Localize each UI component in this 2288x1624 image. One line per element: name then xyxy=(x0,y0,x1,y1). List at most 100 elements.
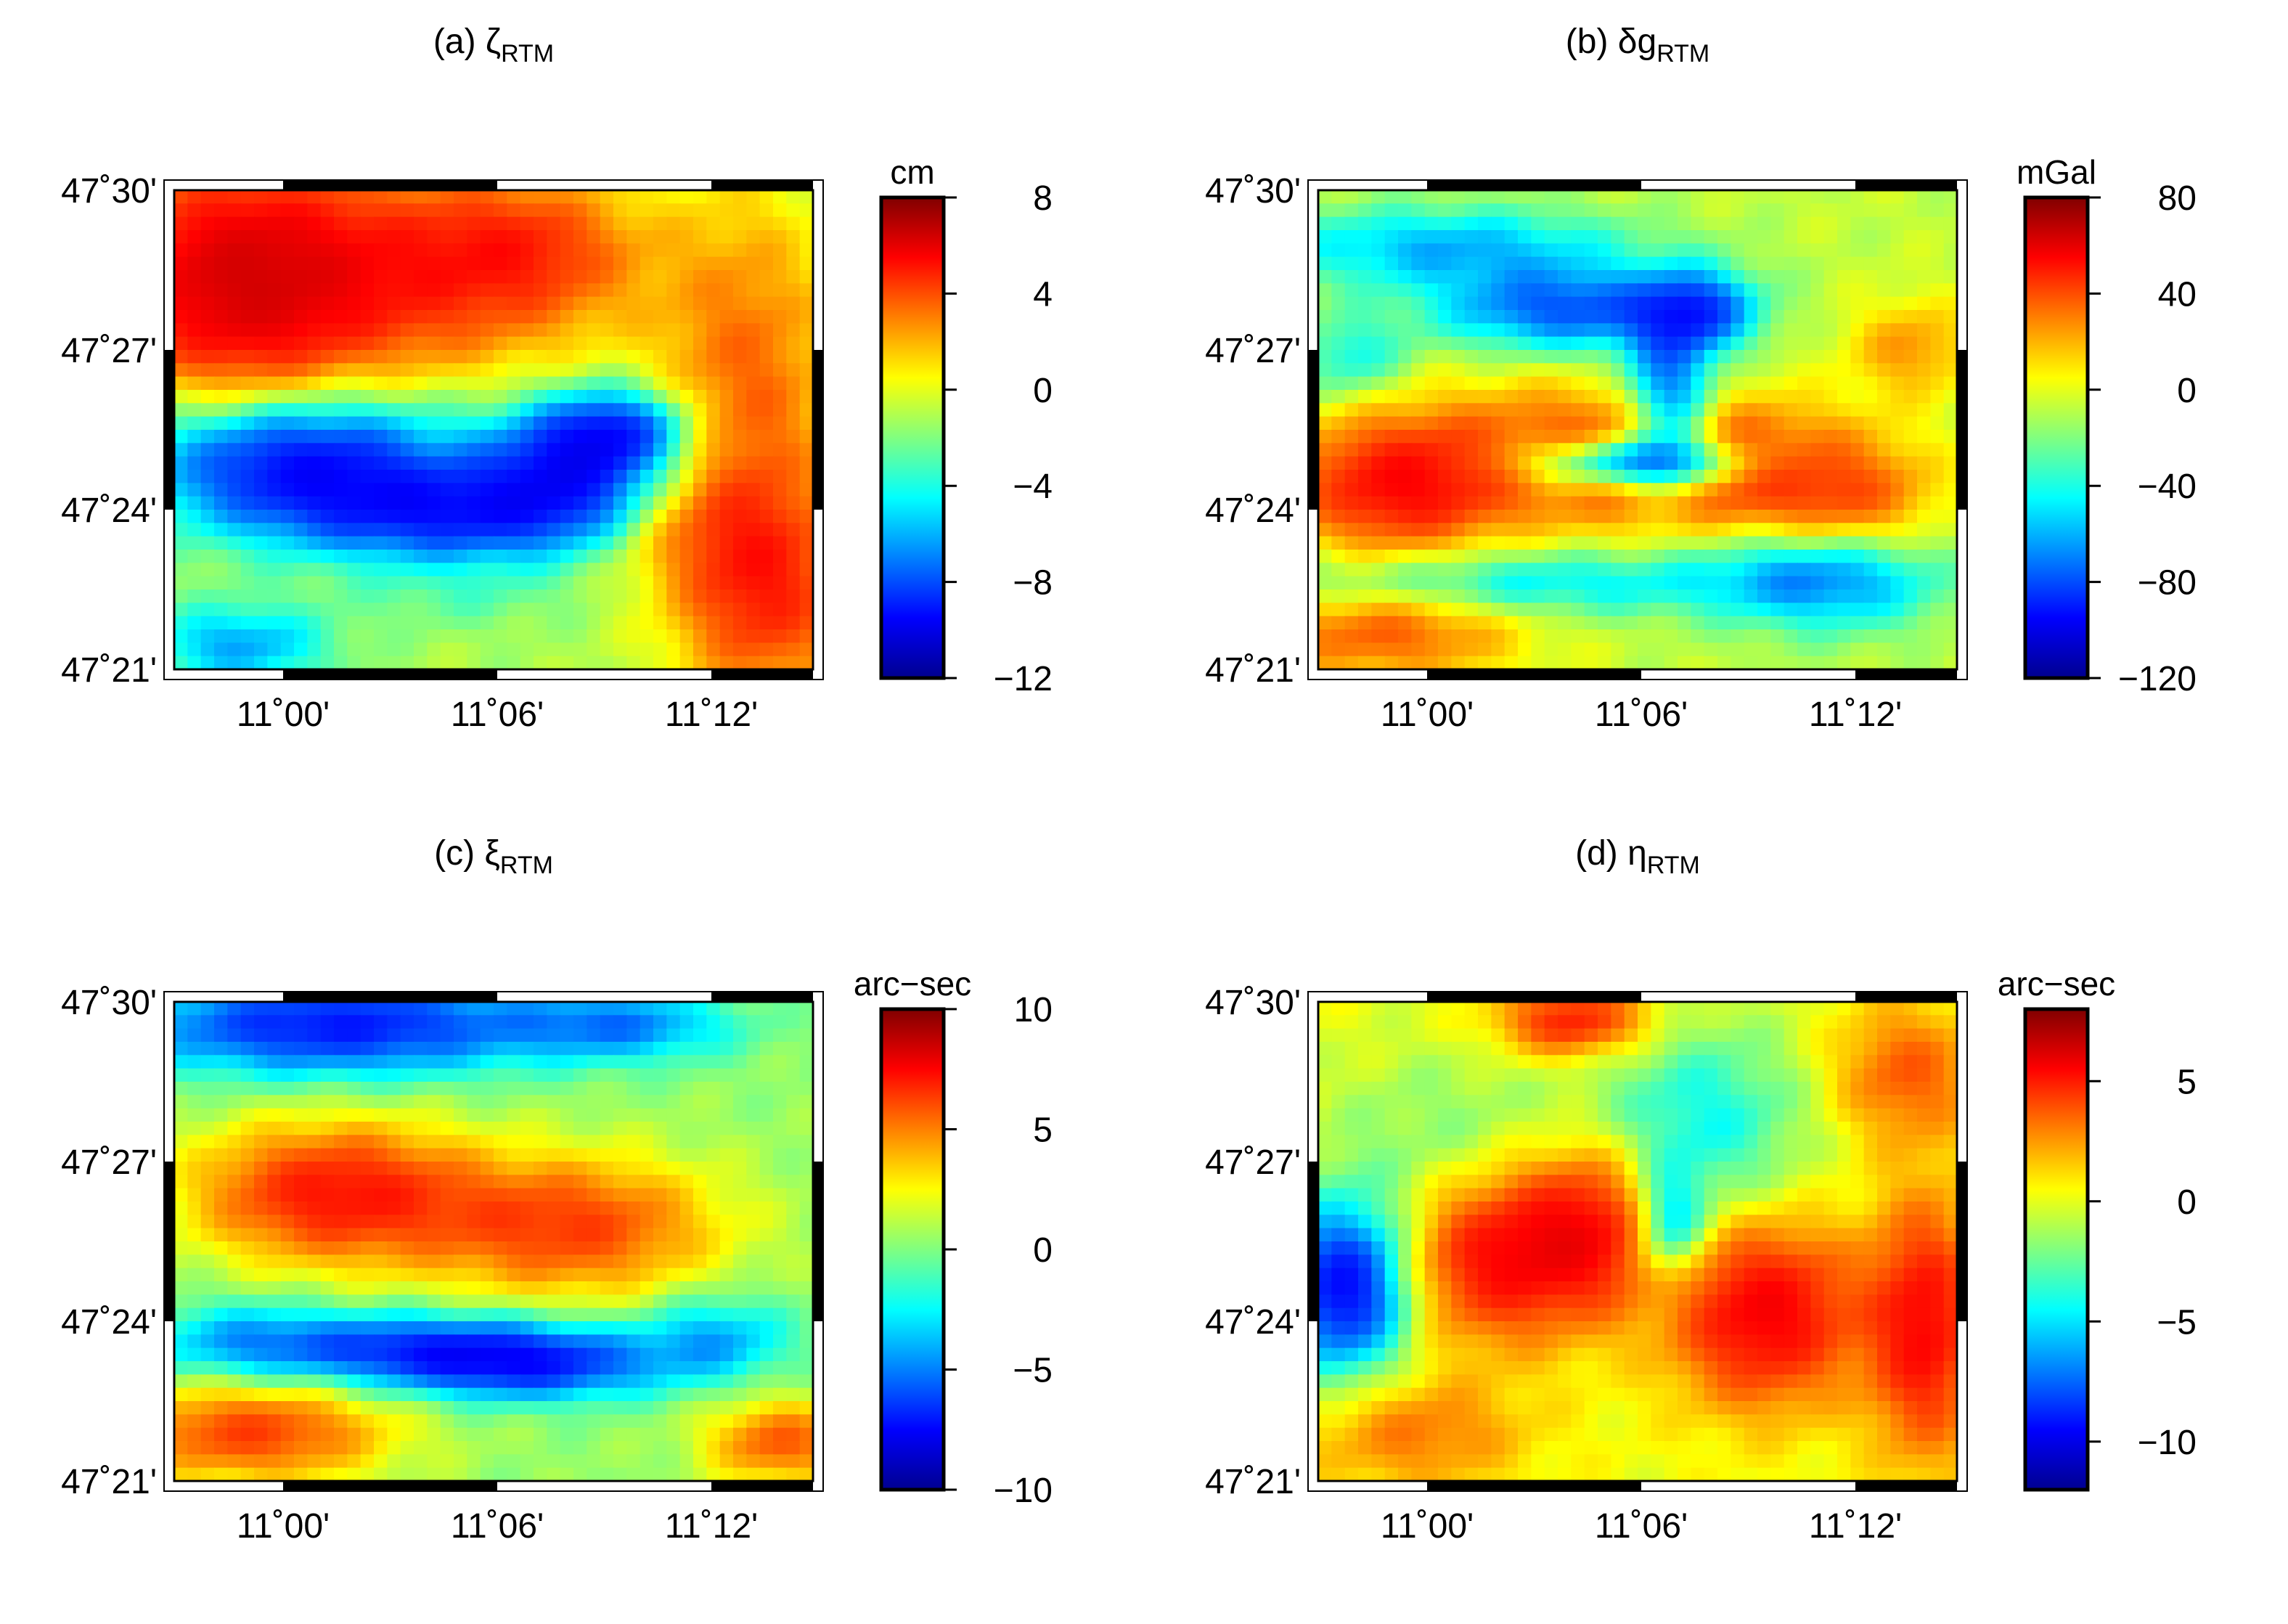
heatmap-cell xyxy=(1491,310,1505,325)
heatmap-cell xyxy=(1678,310,1692,325)
heatmap-cell xyxy=(587,1042,601,1056)
heatmap-cell xyxy=(746,536,761,550)
heatmap-cell xyxy=(520,589,534,604)
heatmap-cell xyxy=(1371,470,1386,484)
heatmap-cell xyxy=(1464,523,1479,537)
heatmap-cell xyxy=(733,243,748,258)
heatmap-cell xyxy=(626,1228,641,1242)
heatmap-cell xyxy=(1531,403,1545,417)
heatmap-cell xyxy=(200,350,215,364)
heatmap-cell xyxy=(799,510,814,524)
heatmap-cell xyxy=(1371,536,1386,550)
heatmap-cell xyxy=(320,1122,335,1136)
heatmap-cell xyxy=(1571,589,1585,604)
heatmap-cell xyxy=(1478,456,1492,470)
heatmap-cell xyxy=(1531,536,1545,550)
heatmap-cell xyxy=(347,1055,361,1069)
heatmap-cell xyxy=(1704,323,1718,338)
heatmap-cell xyxy=(786,550,801,564)
heatmap-cell xyxy=(1930,589,1945,604)
heatmap-cell xyxy=(600,1108,614,1122)
heatmap-cell xyxy=(1850,470,1865,484)
heatmap-cell xyxy=(1943,589,1958,604)
heatmap-cell xyxy=(653,1321,668,1336)
heatmap-cell xyxy=(387,416,401,431)
heatmap-cell xyxy=(1810,510,1825,524)
heatmap-cell xyxy=(360,510,375,524)
heatmap-cell xyxy=(174,642,189,657)
heatmap-cell xyxy=(174,270,189,285)
heatmap-cell xyxy=(400,1294,414,1309)
heatmap-cell xyxy=(1411,190,1426,205)
heatmap-cell xyxy=(613,323,628,338)
heatmap-cell xyxy=(706,629,721,644)
heatmap-cell xyxy=(679,1361,694,1376)
heatmap-cell xyxy=(1837,603,1852,617)
heatmap-cell xyxy=(227,296,242,311)
heatmap-cell xyxy=(1638,456,1652,470)
heatmap-cell xyxy=(200,1294,215,1309)
heatmap-cell xyxy=(520,403,534,417)
heatmap-cell xyxy=(267,283,282,298)
heatmap-cell xyxy=(187,270,202,285)
heatmap-cell xyxy=(547,323,561,338)
heatmap-cell xyxy=(267,1241,282,1256)
heatmap-cell xyxy=(307,203,322,218)
heatmap-cell xyxy=(626,1241,641,1256)
heatmap-cell xyxy=(1371,563,1386,577)
heatmap-cell xyxy=(214,589,229,604)
heatmap-cell xyxy=(1691,456,1705,470)
heatmap-cell xyxy=(1344,536,1359,550)
heatmap-cell xyxy=(360,642,375,657)
heatmap-cell xyxy=(440,1228,454,1242)
heatmap-cell xyxy=(307,576,322,590)
heatmap-cell xyxy=(1584,190,1598,205)
heatmap-cell xyxy=(640,1188,654,1202)
heatmap-cell xyxy=(1358,470,1373,484)
heatmap-cell xyxy=(1757,642,1772,657)
frame-segment-top xyxy=(711,180,813,190)
heatmap-cell xyxy=(520,523,534,537)
heatmap-cell xyxy=(374,430,388,444)
heatmap-cell xyxy=(626,256,641,271)
heatmap-cell xyxy=(773,403,788,417)
heatmap-cell xyxy=(626,1068,641,1082)
heatmap-cell xyxy=(414,1228,428,1242)
heatmap-cell xyxy=(494,1387,508,1402)
heatmap-cell xyxy=(1558,216,1572,231)
heatmap-cell xyxy=(1810,456,1825,470)
heatmap-cell xyxy=(520,323,534,338)
heatmap-cell xyxy=(666,230,681,245)
heatmap-cell xyxy=(733,350,748,364)
heatmap-cell xyxy=(267,603,282,617)
heatmap-cell xyxy=(799,323,814,338)
heatmap-cell xyxy=(494,1374,508,1389)
heatmap-cell xyxy=(280,470,295,484)
heatmap-cell xyxy=(387,576,401,590)
heatmap-cell xyxy=(1544,523,1558,537)
heatmap-cell xyxy=(1478,550,1492,564)
heatmap-cell xyxy=(1850,510,1865,524)
heatmap-cell xyxy=(1837,656,1852,670)
heatmap-cell xyxy=(467,1028,481,1042)
heatmap-cell xyxy=(1598,416,1612,431)
heatmap-cell xyxy=(1424,430,1439,444)
heatmap-cell xyxy=(347,1294,361,1309)
heatmap-cell xyxy=(360,1188,375,1202)
heatmap-cell xyxy=(626,1334,641,1349)
heatmap-cell xyxy=(719,270,734,285)
heatmap-cell xyxy=(706,1148,721,1162)
heatmap-cell xyxy=(759,536,774,550)
heatmap-cell xyxy=(520,1015,534,1029)
heatmap-cell xyxy=(1598,363,1612,378)
heatmap-cell xyxy=(467,256,481,271)
heatmap-cell xyxy=(799,403,814,417)
heatmap-cell xyxy=(1544,296,1558,311)
heatmap-cell xyxy=(706,1082,721,1096)
heatmap-cell xyxy=(587,416,601,431)
heatmap-cell xyxy=(280,1095,295,1109)
heatmap-cell xyxy=(1598,642,1612,657)
heatmap-cell xyxy=(387,1028,401,1042)
panel-b: (b) δgRTM mGal 47˚30' 47˚27' 47˚24' 47˚21' 11˚… xyxy=(1144,0,2288,812)
heatmap-cell xyxy=(480,1162,494,1176)
